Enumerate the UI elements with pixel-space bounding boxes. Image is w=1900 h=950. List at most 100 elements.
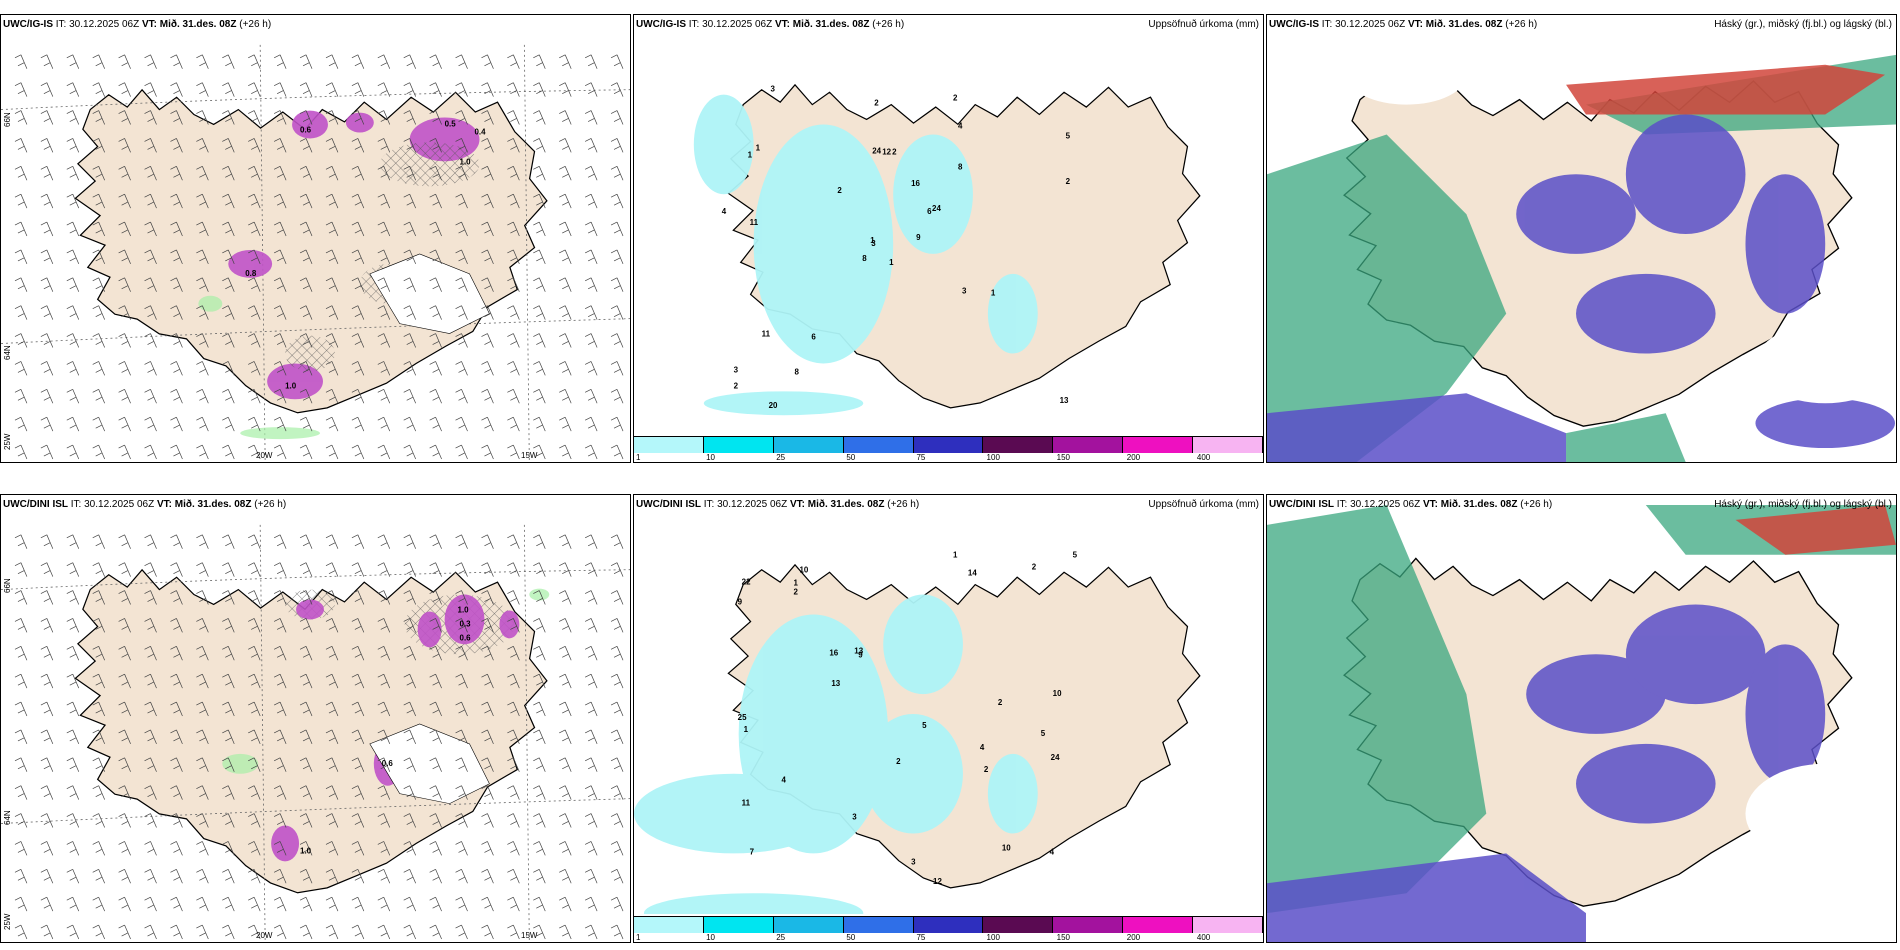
wind-barb	[584, 416, 598, 432]
wind-barb	[403, 221, 417, 237]
wind-barb	[351, 590, 365, 605]
wind-barb	[325, 416, 339, 432]
colorbar-tick: 50	[846, 453, 856, 462]
precip-value: 13	[1060, 396, 1069, 405]
wind-barb	[325, 166, 339, 181]
wind-barb	[196, 646, 209, 661]
wind-barb	[144, 841, 157, 856]
precip-value: 3	[962, 287, 967, 296]
colorbar-tick: 25	[776, 453, 786, 462]
colorbar-swatch	[1193, 437, 1263, 453]
wind-barb	[118, 416, 131, 432]
wind-barb	[196, 757, 209, 772]
wind-barb	[455, 389, 468, 404]
wind-barb	[248, 924, 261, 940]
colorbar-swatch	[1053, 437, 1124, 453]
wind-barb	[584, 110, 598, 125]
wind-barb	[170, 416, 183, 432]
wind-barb	[40, 361, 54, 376]
wind-barb	[299, 673, 313, 689]
colorbar-tick: 1	[636, 453, 641, 462]
wind-barb	[248, 361, 261, 376]
wind-barb	[144, 333, 157, 348]
wind-barb	[299, 534, 313, 549]
wind-barb	[222, 54, 235, 69]
wind-barb	[559, 277, 572, 292]
wind-barb	[455, 618, 468, 633]
wind-barb	[222, 562, 235, 577]
wind-barb	[403, 277, 417, 292]
wind-barb	[507, 193, 520, 209]
colorbar-swatch	[703, 917, 774, 933]
wind-barb	[403, 138, 417, 153]
wind-barb	[377, 562, 391, 577]
wind-barb	[429, 646, 442, 661]
wind-barb	[273, 869, 287, 884]
wind-barb	[40, 110, 54, 125]
wind-barb	[66, 869, 80, 884]
wind-barb	[299, 110, 313, 125]
wind-barb	[144, 277, 157, 292]
wind-barb	[170, 54, 183, 69]
wind-barb	[144, 618, 157, 633]
wind-barb	[273, 361, 287, 376]
wind-barb	[248, 389, 261, 404]
lat-label-25w: 25W	[3, 913, 12, 930]
precip-value: 5	[922, 721, 927, 730]
wind-barb	[40, 193, 54, 209]
wind-barb	[248, 333, 261, 348]
wind-barb	[248, 110, 261, 125]
wind-barb	[196, 333, 209, 348]
wind-barb	[118, 221, 131, 237]
colorbar-tick: 50	[846, 933, 856, 942]
wind-barb	[559, 673, 572, 689]
wind-barb	[118, 646, 131, 661]
wind-barb	[273, 701, 287, 717]
precip-value: 7	[750, 847, 755, 856]
wind-barb	[351, 841, 365, 856]
wind-barb	[533, 138, 546, 153]
wind-barb	[507, 841, 520, 856]
wind-barb	[170, 82, 183, 97]
wind-barb	[584, 590, 598, 605]
wind-barb	[299, 221, 313, 237]
wind-barb	[325, 590, 339, 605]
wind-barb	[66, 82, 80, 97]
precip-value: 1	[991, 289, 996, 298]
wind-barb	[170, 896, 183, 912]
wind-barb	[40, 82, 54, 97]
wind-barb	[584, 562, 598, 577]
precip-value: 14	[968, 569, 977, 578]
wind-barb	[481, 701, 494, 717]
precip-value: 3	[871, 239, 876, 248]
wind-barb	[507, 701, 520, 717]
wind-barb	[273, 444, 287, 460]
wind-barb	[533, 813, 546, 828]
svg-text:0.6: 0.6	[460, 633, 472, 642]
wind-barb	[248, 618, 261, 633]
wind-barb	[403, 562, 417, 577]
wind-barb	[14, 869, 28, 884]
wind-barb	[299, 82, 313, 97]
wind-barb	[144, 562, 157, 577]
wind-barb	[455, 869, 468, 884]
wind-barb	[377, 54, 391, 69]
wind-barb	[325, 757, 339, 772]
wind-barb	[584, 646, 598, 661]
wind-barb	[299, 193, 313, 209]
svg-text:0.8: 0.8	[245, 269, 257, 278]
wind-barb	[610, 166, 624, 181]
wind-barb	[584, 924, 598, 940]
svg-text:1.0: 1.0	[458, 605, 470, 614]
wind-barb	[118, 673, 131, 689]
wind-barb	[40, 813, 54, 828]
wind-barb	[196, 729, 209, 745]
wind-barb	[351, 785, 365, 800]
colorbar-swatch	[843, 437, 914, 453]
wind-barb	[403, 416, 417, 432]
panel-title: UWC/DINI ISL IT: 30.12.2025 06Z VT: Mið.…	[3, 499, 287, 510]
wind-barb	[40, 673, 54, 689]
wind-barb	[481, 54, 494, 69]
wind-barb	[507, 813, 520, 828]
